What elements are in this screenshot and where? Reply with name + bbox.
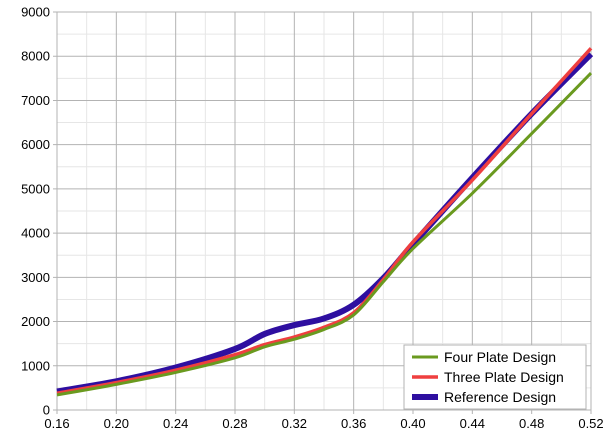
y-tick-label: 2000 (21, 314, 50, 329)
x-tick-label: 0.28 (222, 416, 247, 431)
x-tick-label: 0.48 (519, 416, 544, 431)
x-tick-label: 0.44 (460, 416, 485, 431)
y-tick-label: 6000 (21, 137, 50, 152)
legend-label: Reference Design (444, 389, 556, 405)
plot-frame (56, 11, 592, 411)
x-tick-label: 0.40 (400, 416, 425, 431)
x-tick-label: 0.52 (578, 416, 603, 431)
y-tick-label: 9000 (21, 5, 50, 20)
x-tick-label: 0.32 (282, 416, 307, 431)
y-tick-label: 1000 (21, 358, 50, 373)
series-line-four-plate-design (56, 71, 593, 397)
legend: Four Plate Design Three Plate Design Refer… (403, 344, 587, 410)
y-tick-label: 4000 (21, 226, 50, 241)
y-tick-label: 8000 (21, 49, 50, 64)
legend-label: Four Plate Design (444, 349, 556, 365)
y-tick-label: 0 (43, 403, 50, 418)
y-tick-label: 7000 (21, 93, 50, 108)
series-lines (56, 47, 594, 397)
x-tick-label: 0.20 (104, 416, 129, 431)
y-tick-label: 3000 (21, 270, 50, 285)
x-axis-tick-labels: 0.16 0.20 0.24 0.28 0.32 0.36 0.40 0.44 0.48 0.52 (44, 416, 603, 431)
x-tick-label: 0.24 (163, 416, 188, 431)
y-axis-tick-labels: 0 1000 2000 3000 4000 5000 6000 7000 8000 9000 (21, 5, 50, 418)
x-tick-label: 0.36 (341, 416, 366, 431)
series-line-three-plate-design (56, 47, 593, 395)
y-tick-label: 5000 (21, 181, 50, 196)
x-tick-label: 0.16 (44, 416, 69, 431)
legend-label: Three Plate Design (444, 369, 564, 385)
